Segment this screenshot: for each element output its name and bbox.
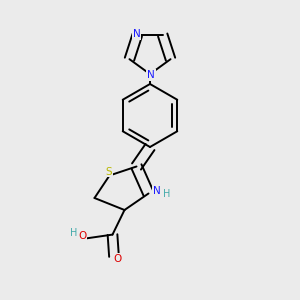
Text: H: H xyxy=(163,189,170,199)
Text: H: H xyxy=(70,228,77,238)
Text: O: O xyxy=(78,231,87,241)
Text: N: N xyxy=(133,29,140,39)
Text: S: S xyxy=(105,167,112,177)
Text: O: O xyxy=(113,254,122,264)
Text: N: N xyxy=(153,185,161,196)
Text: N: N xyxy=(147,70,155,80)
